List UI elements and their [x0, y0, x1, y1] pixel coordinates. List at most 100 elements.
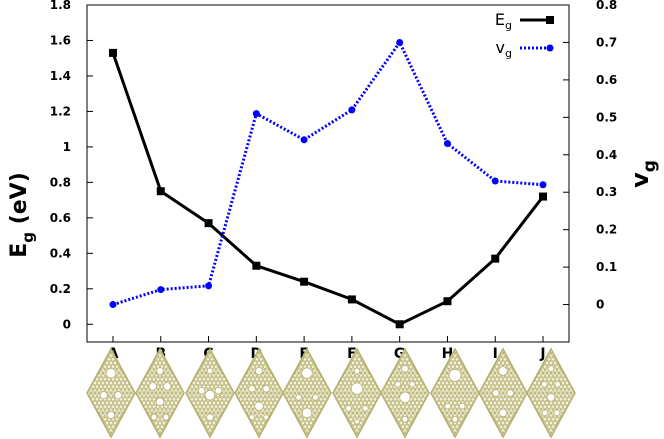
data-point-vg: [300, 136, 308, 144]
legend-label-vg: vg: [496, 38, 512, 60]
plot-border: [86, 4, 570, 343]
right-tick-label: 0.4: [596, 148, 617, 162]
thumbnail-holes: [99, 367, 123, 420]
lattice-line: [203, 349, 234, 437]
thumbnail-hole: [150, 413, 158, 421]
x-axis-categories: ABCDEFGHIJ: [108, 336, 546, 362]
thumbnail-holes: [248, 366, 270, 421]
thumbnail-hole: [350, 382, 364, 395]
data-point-vg: [443, 140, 451, 148]
data-point-eg: [109, 48, 117, 57]
legend-marker-eg: [546, 16, 554, 24]
lattice-line: [496, 349, 527, 437]
thumbnail-hole: [448, 368, 462, 382]
legend-marker-vg: [546, 44, 554, 52]
thumbnail-hole: [458, 402, 466, 410]
thumbnail-hole: [540, 380, 548, 388]
thumbnail-hole: [354, 418, 360, 425]
left-tick-label: 0.2: [50, 282, 71, 296]
thumbnail-hole: [394, 380, 402, 388]
thumbnail-hole: [162, 413, 170, 421]
left-tick-label: 0: [63, 317, 71, 331]
lattice-line: [203, 349, 234, 437]
thumbnail-hole: [553, 409, 561, 417]
thumbnail-holes: [345, 367, 369, 425]
right-tick-label: 0.6: [596, 73, 617, 87]
left-tick-label: 0.4: [50, 246, 71, 260]
lattice-line: [252, 349, 283, 437]
lattice-line: [544, 349, 575, 437]
thumbnail-hole: [148, 382, 158, 391]
left-tick-label: 0.8: [50, 175, 71, 189]
right-tick-label: 0.8: [596, 0, 617, 12]
right-tick-label: 0.7: [596, 35, 617, 49]
left-axis-label-main: E: [7, 243, 32, 258]
thumbnail-holes: [148, 367, 172, 421]
lattice-line: [448, 349, 479, 437]
thumbnail-hole: [301, 367, 313, 379]
thumbnail-hole: [547, 365, 555, 373]
left-axis-label-sub: g: [19, 232, 37, 243]
thumbnail-hole: [301, 407, 313, 419]
x-tick-label: F: [347, 346, 357, 362]
thumbnail-hole: [353, 367, 361, 375]
lattice-line: [300, 349, 331, 437]
thumbnail-hole: [106, 410, 116, 420]
thumbnail-hole: [254, 366, 264, 376]
right-axis-ticks: 0 0.1 0.2 0.3 0.4 0.5 0.6 0.7 0.8: [563, 0, 617, 312]
thumbnail-holes: [197, 367, 223, 421]
thumbnail-holes: [295, 367, 319, 419]
right-axis-label-sub: g: [640, 160, 660, 172]
thumbnail-hole: [492, 389, 500, 397]
data-point-eg: [539, 192, 547, 201]
thumbnail-hole: [546, 393, 556, 402]
series-line-eg: [111, 52, 545, 326]
right-axis-label: vg: [626, 160, 660, 188]
left-tick-label: 1.6: [50, 33, 71, 47]
data-point-vg: [491, 177, 499, 185]
lattice-line: [544, 349, 575, 437]
lattice-line: [87, 349, 94, 437]
right-tick-label: 0.3: [596, 185, 617, 199]
thumbnail-hole: [214, 387, 223, 395]
x-tick-label: J: [539, 346, 545, 362]
thumbnail-hole: [114, 391, 123, 400]
right-tick-label: 0: [596, 298, 604, 312]
lattice-line: [153, 349, 184, 437]
thumbnail-hole: [399, 391, 411, 404]
thumbnail-holes: [444, 368, 466, 423]
data-point-eg: [443, 297, 452, 306]
legend: Eg vg: [495, 10, 554, 60]
thumbnail-hole: [444, 402, 452, 410]
thumbnail-hole: [162, 382, 172, 391]
series-layer: [109, 38, 547, 329]
left-axis-label-rest: (eV): [7, 172, 32, 232]
data-point-vg: [205, 282, 213, 290]
data-point-vg: [396, 38, 404, 46]
left-tick-label: 1.4: [50, 69, 71, 83]
lattice-line: [350, 349, 381, 437]
data-point-vg: [539, 181, 547, 189]
right-tick-label: 0.2: [596, 223, 617, 237]
thumbnail-hole: [498, 366, 508, 376]
thumbnail-hole: [451, 416, 459, 423]
lattice-line: [153, 349, 184, 437]
left-tick-label: 1.2: [50, 104, 71, 118]
series-line-vg: [112, 40, 544, 307]
data-point-eg: [252, 261, 261, 270]
lattice-line: [568, 349, 575, 437]
x-tick-label: I: [493, 346, 498, 362]
thumbnail-hole: [254, 401, 264, 411]
data-point-eg: [204, 219, 213, 228]
data-point-eg: [347, 295, 356, 304]
lattice-line: [398, 349, 429, 437]
thumbnail-hole: [498, 408, 508, 418]
lattice-line: [87, 349, 94, 437]
thumbnail-hole: [156, 367, 164, 375]
left-axis-label: Eg (eV): [7, 172, 37, 258]
thumbnail-hole: [312, 394, 319, 401]
lattice-line: [104, 349, 135, 437]
thumbnail-hole: [345, 405, 352, 412]
data-point-eg: [156, 187, 165, 196]
